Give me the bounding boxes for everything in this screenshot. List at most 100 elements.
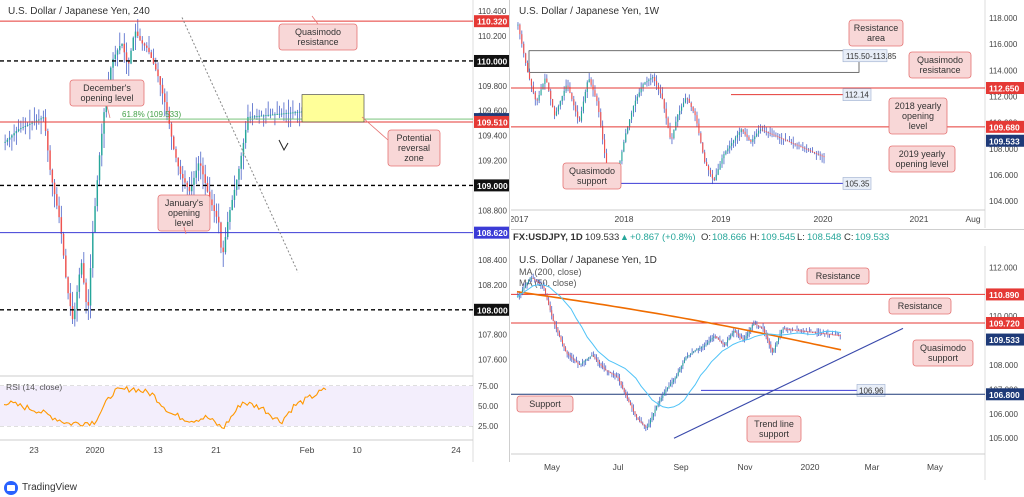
- p3-candle-body: [688, 354, 690, 357]
- p1-candle-body: [195, 170, 197, 178]
- p3-candle-body: [833, 334, 835, 336]
- p3-candle-body: [623, 388, 625, 392]
- quasimodo-support-label-text: support: [928, 353, 959, 363]
- p3-candle-body: [551, 310, 553, 316]
- p3-candle-body: [722, 342, 724, 345]
- p1-candle-body: [56, 194, 58, 206]
- x-tick-label: 24: [451, 445, 461, 455]
- p3-candle-body: [605, 369, 607, 371]
- p3-candle-body: [739, 335, 741, 337]
- p1-candle-body: [247, 116, 249, 130]
- p3-candle-body: [776, 341, 778, 346]
- p2-candle-body: [777, 136, 779, 138]
- p1-candle-body: [141, 40, 143, 44]
- p2-candle-body: [754, 136, 756, 140]
- p2-level-current-tag-text: 109.533: [989, 136, 1020, 146]
- chart-daily-svg[interactable]: FX:USDJPY, 1D 109.533 ▲ +0.867 (+0.8%) O…: [511, 230, 1024, 480]
- p2-candle-body: [731, 143, 733, 146]
- p2-candle-body: [525, 53, 527, 63]
- p3-candle-body: [656, 406, 658, 410]
- p2-candle-body: [684, 98, 687, 103]
- p3-candle-body: [700, 347, 702, 349]
- p1-candle-body: [256, 116, 258, 118]
- p3-candle-body: [815, 332, 817, 334]
- p2-candle-body: [752, 139, 754, 142]
- p2-candle-body: [577, 111, 579, 118]
- p3-candle-body: [745, 335, 747, 339]
- ohlc-high-label: H:: [750, 232, 760, 243]
- p2-candle-body: [738, 132, 740, 135]
- p2-candle-body: [546, 78, 548, 83]
- p2-candle-body: [538, 95, 540, 101]
- p2-candle-body: [659, 89, 661, 94]
- january-opening-box: [157, 194, 211, 232]
- p3-candle-body: [759, 326, 761, 328]
- quasimodo-support-label-text: Quasimodo: [569, 166, 615, 176]
- p3-candle-body: [802, 330, 804, 332]
- y-tick-label: 107.800: [478, 331, 507, 340]
- p3-candle-body: [594, 356, 596, 359]
- reversal-zone: [301, 94, 365, 123]
- p1-candle-body: [211, 199, 213, 206]
- p2-candle-body: [594, 90, 596, 96]
- p2-level-current-tag: [986, 134, 1024, 147]
- p3-candle-body: [545, 288, 547, 294]
- p2-candle-body: [625, 133, 627, 142]
- p1-candle-body: [96, 180, 99, 207]
- x-tick-label: 2017: [511, 214, 529, 224]
- p3-candle-body: [663, 392, 665, 396]
- p2-candle-body: [800, 146, 802, 148]
- p2-candle-body: [588, 79, 590, 83]
- x-tick-label: 23: [29, 445, 39, 455]
- p3-candle-body: [643, 424, 645, 426]
- p1-candle-body: [130, 50, 132, 64]
- p3-candle-body: [538, 282, 540, 284]
- support-label-text: Support: [529, 399, 561, 409]
- trend-line-support: [673, 327, 904, 439]
- y-tick-label: 109.600: [478, 107, 507, 116]
- chart-weekly-svg[interactable]: U.S. Dollar / Japanese Yen, 1W 118.000 11…: [510, 0, 1024, 228]
- support-label-box: [516, 395, 574, 413]
- p3-candle-body: [660, 397, 662, 401]
- p1-candle-body: [24, 125, 27, 127]
- p3-candle-body: [555, 324, 557, 329]
- p3-candle-body: [753, 323, 755, 326]
- p1-candle-body: [123, 43, 126, 53]
- p1-candle-body: [204, 174, 206, 183]
- p3-candle-body: [699, 347, 701, 349]
- p2-candle-body: [756, 133, 758, 137]
- p3-candle-body: [535, 280, 537, 282]
- chart-4h-svg[interactable]: U.S. Dollar / Japanese Yen, 240 110.4001…: [0, 0, 514, 462]
- p2-candle-body: [550, 90, 552, 100]
- p1-candle-body: [159, 76, 161, 85]
- p1-candle-body: [15, 131, 18, 134]
- quasimodo-resistance-label-box: [908, 51, 972, 79]
- p2-candle-body: [629, 119, 631, 127]
- p3-candle-body: [716, 336, 718, 339]
- p2-candle-body: [650, 78, 652, 80]
- p1-candle-body: [38, 119, 40, 121]
- p3-candle-body: [563, 343, 565, 348]
- p3-candle-body: [629, 402, 631, 406]
- p2-candle-body: [719, 163, 721, 170]
- chart-panel-daily[interactable]: FX:USDJPY, 1D 109.533 ▲ +0.867 (+0.8%) O…: [511, 229, 1024, 480]
- p3-candle-body: [832, 334, 834, 336]
- p1-candle-body: [35, 120, 38, 122]
- p2-candle-body: [630, 112, 633, 120]
- p3-candle-body: [690, 353, 692, 355]
- p3-candle-body: [578, 363, 580, 365]
- p1-candle-body: [92, 232, 94, 269]
- footer: TradingView: [0, 480, 1024, 497]
- p3-candle-body: [767, 336, 769, 341]
- p1-candle-body: [229, 210, 231, 222]
- p1-candle-body: [269, 114, 272, 116]
- p3-candle-body: [616, 375, 618, 377]
- p3-candle-body: [778, 337, 780, 342]
- p2-candle-body: [767, 132, 769, 134]
- x-tick-label: Nov: [737, 462, 753, 472]
- chart-panel-weekly[interactable]: U.S. Dollar / Japanese Yen, 1W 118.000 11…: [510, 0, 1024, 228]
- chart-panel-4h[interactable]: U.S. Dollar / Japanese Yen, 240 110.400 1…: [0, 0, 514, 462]
- rsi-tick-label: 75.00: [478, 382, 499, 391]
- rsi-band-fill: [0, 386, 473, 426]
- p3-candle-body: [697, 348, 699, 350]
